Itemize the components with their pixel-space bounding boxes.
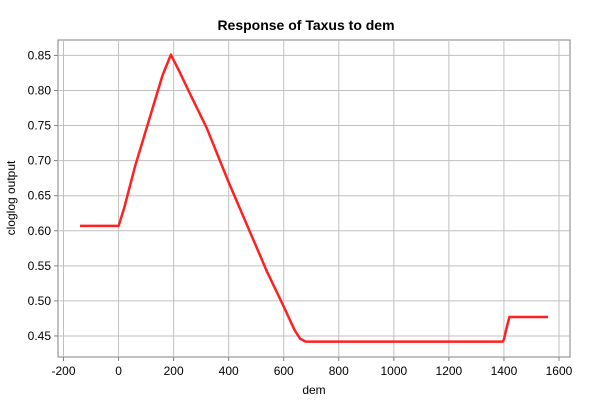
- x-tick-label: 400: [219, 364, 239, 378]
- x-tick-label: 1000: [380, 364, 407, 378]
- y-axis: 0.45 0.50 0.55 0.60 0.65 0.70 0.75 0.80 0.85: [28, 48, 58, 343]
- series-line: [80, 53, 548, 343]
- y-tick-label: 0.65: [28, 189, 52, 203]
- x-axis-label: dem: [302, 383, 325, 397]
- x-tick-label: 600: [274, 364, 294, 378]
- series-group: [80, 53, 548, 343]
- y-tick-label: 0.45: [28, 329, 52, 343]
- x-tick-label: 1200: [436, 364, 463, 378]
- y-tick-label: 0.80: [28, 83, 52, 97]
- y-tick-label: 0.75: [28, 119, 52, 133]
- y-tick-label: 0.70: [28, 154, 52, 168]
- y-axis-label: cloglog output: [4, 160, 18, 235]
- x-tick-label: 800: [329, 364, 349, 378]
- plot-area: [57, 39, 571, 358]
- chart-title: Response of Taxus to dem: [217, 17, 394, 33]
- x-axis: -200 0 200 400 600 800 1000 1200 1400 1600: [51, 357, 573, 378]
- x-tick-label: 200: [164, 364, 184, 378]
- grid: [58, 40, 570, 357]
- y-tick-label: 0.55: [28, 259, 52, 273]
- y-tick-label: 0.60: [28, 224, 52, 238]
- x-tick-label: 0: [115, 364, 122, 378]
- y-tick-label: 0.50: [28, 294, 52, 308]
- y-tick-label: 0.85: [28, 48, 52, 62]
- x-tick-label: 1400: [491, 364, 518, 378]
- x-tick-label: 1600: [546, 364, 573, 378]
- x-tick-label: -200: [51, 364, 75, 378]
